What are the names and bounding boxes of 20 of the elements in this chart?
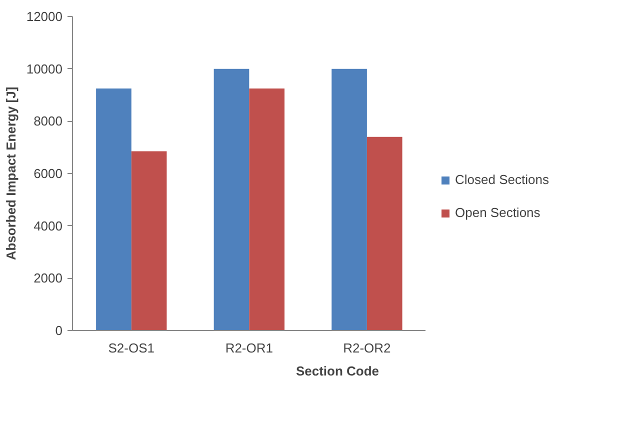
- legend-label: Closed Sections: [455, 172, 549, 187]
- y-axis-title: Absorbed Impact Energy [J]: [3, 86, 18, 260]
- x-tick-label: R2-OR1: [225, 340, 274, 356]
- bar: [214, 68, 250, 330]
- y-tick-label: 10000: [26, 61, 63, 76]
- legend-label: Open Sections: [455, 205, 540, 220]
- bar: [366, 136, 402, 330]
- bar: [131, 151, 167, 330]
- y-tick-label: 4000: [34, 218, 62, 234]
- y-tick-label: 6000: [34, 166, 62, 181]
- bar: [249, 88, 284, 330]
- y-tick-label: 0: [55, 323, 63, 338]
- y-tick-label: 8000: [34, 114, 62, 129]
- bar: [332, 68, 367, 330]
- x-tick-label: S2-OS1: [108, 340, 155, 356]
- x-tick-label: R2-OR2: [343, 340, 391, 356]
- y-tick-label: 12000: [26, 9, 63, 24]
- bar: [96, 88, 132, 330]
- y-tick-label: 2000: [34, 270, 62, 286]
- x-axis-title: Section Code: [296, 364, 380, 378]
